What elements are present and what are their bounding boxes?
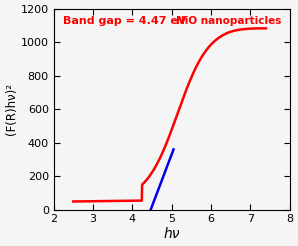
X-axis label: hν: hν xyxy=(163,227,180,241)
Text: Band gap = 4.47 eV: Band gap = 4.47 eV xyxy=(63,16,187,26)
Text: NiO nanoparticles: NiO nanoparticles xyxy=(176,16,281,26)
Y-axis label: (F(R)hν)²: (F(R)hν)² xyxy=(5,83,18,135)
